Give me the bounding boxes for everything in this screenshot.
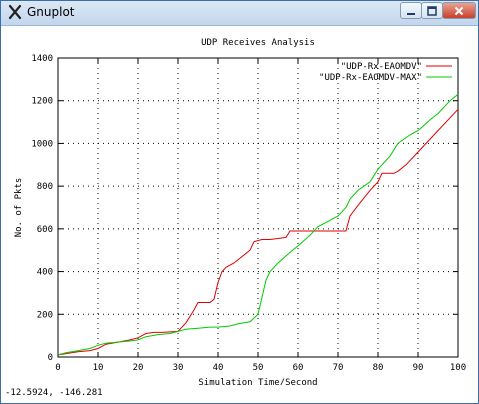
y-tick-label: 600 — [37, 225, 53, 235]
x-tick-label: 60 — [293, 363, 304, 373]
y-tick-label: 200 — [37, 310, 53, 320]
close-button[interactable] — [442, 2, 476, 19]
chart-title: UDP Receives Analysis — [201, 38, 315, 48]
maximize-icon — [427, 5, 437, 16]
status-bar: -12.5924, -146.281 — [1, 385, 478, 403]
y-tick-label: 1000 — [31, 139, 53, 149]
x-tick-label: 80 — [373, 363, 384, 373]
x-tick-label: 40 — [213, 363, 224, 373]
y-tick-label: 800 — [37, 182, 53, 192]
minimize-button[interactable] — [400, 2, 422, 19]
window-title: Gnuplot — [27, 5, 75, 19]
cursor-coordinates: -12.5924, -146.281 — [5, 388, 103, 398]
x-tick-label: 50 — [253, 363, 264, 373]
legend-label-1: "UDP-Rx-EAOMDV" — [341, 62, 422, 72]
y-tick-label: 0 — [48, 353, 53, 363]
x-tick-label: 20 — [133, 363, 144, 373]
y-tick-label: 1200 — [31, 97, 53, 107]
chart-svg[interactable]: 0 10 20 30 40 50 60 70 80 90 100020040060080010001… — [1, 26, 478, 394]
x-tick-label: 70 — [333, 363, 344, 373]
series-line-1 — [57, 108, 459, 356]
gnuplot-x-icon — [8, 4, 22, 20]
x-tick-label: 90 — [413, 363, 424, 373]
y-tick-label: 1400 — [31, 54, 53, 64]
close-icon — [454, 6, 464, 15]
x-axis-label: Simulation Time/Second — [198, 378, 317, 388]
x-tick-label: 10 — [93, 363, 104, 373]
title-bar[interactable]: Gnuplot — [1, 1, 478, 26]
x-tick-label: 100 — [450, 363, 466, 373]
y-axis-label: No. of Pkts — [14, 178, 24, 238]
plot-area[interactable]: 0 10 20 30 40 50 60 70 80 90 100 0 200 400 600 800 1000 1… — [1, 26, 478, 394]
y-tick-label: 400 — [37, 268, 53, 278]
maximize-button[interactable] — [421, 2, 443, 19]
x-tick-label: 0 — [55, 363, 60, 373]
x-tick-label: 30 — [173, 363, 184, 373]
legend-label-2: "UDP-Rx-EAOMDV-MAX" — [319, 73, 422, 83]
series-line-2 — [57, 93, 459, 356]
minimize-icon — [407, 12, 415, 15]
